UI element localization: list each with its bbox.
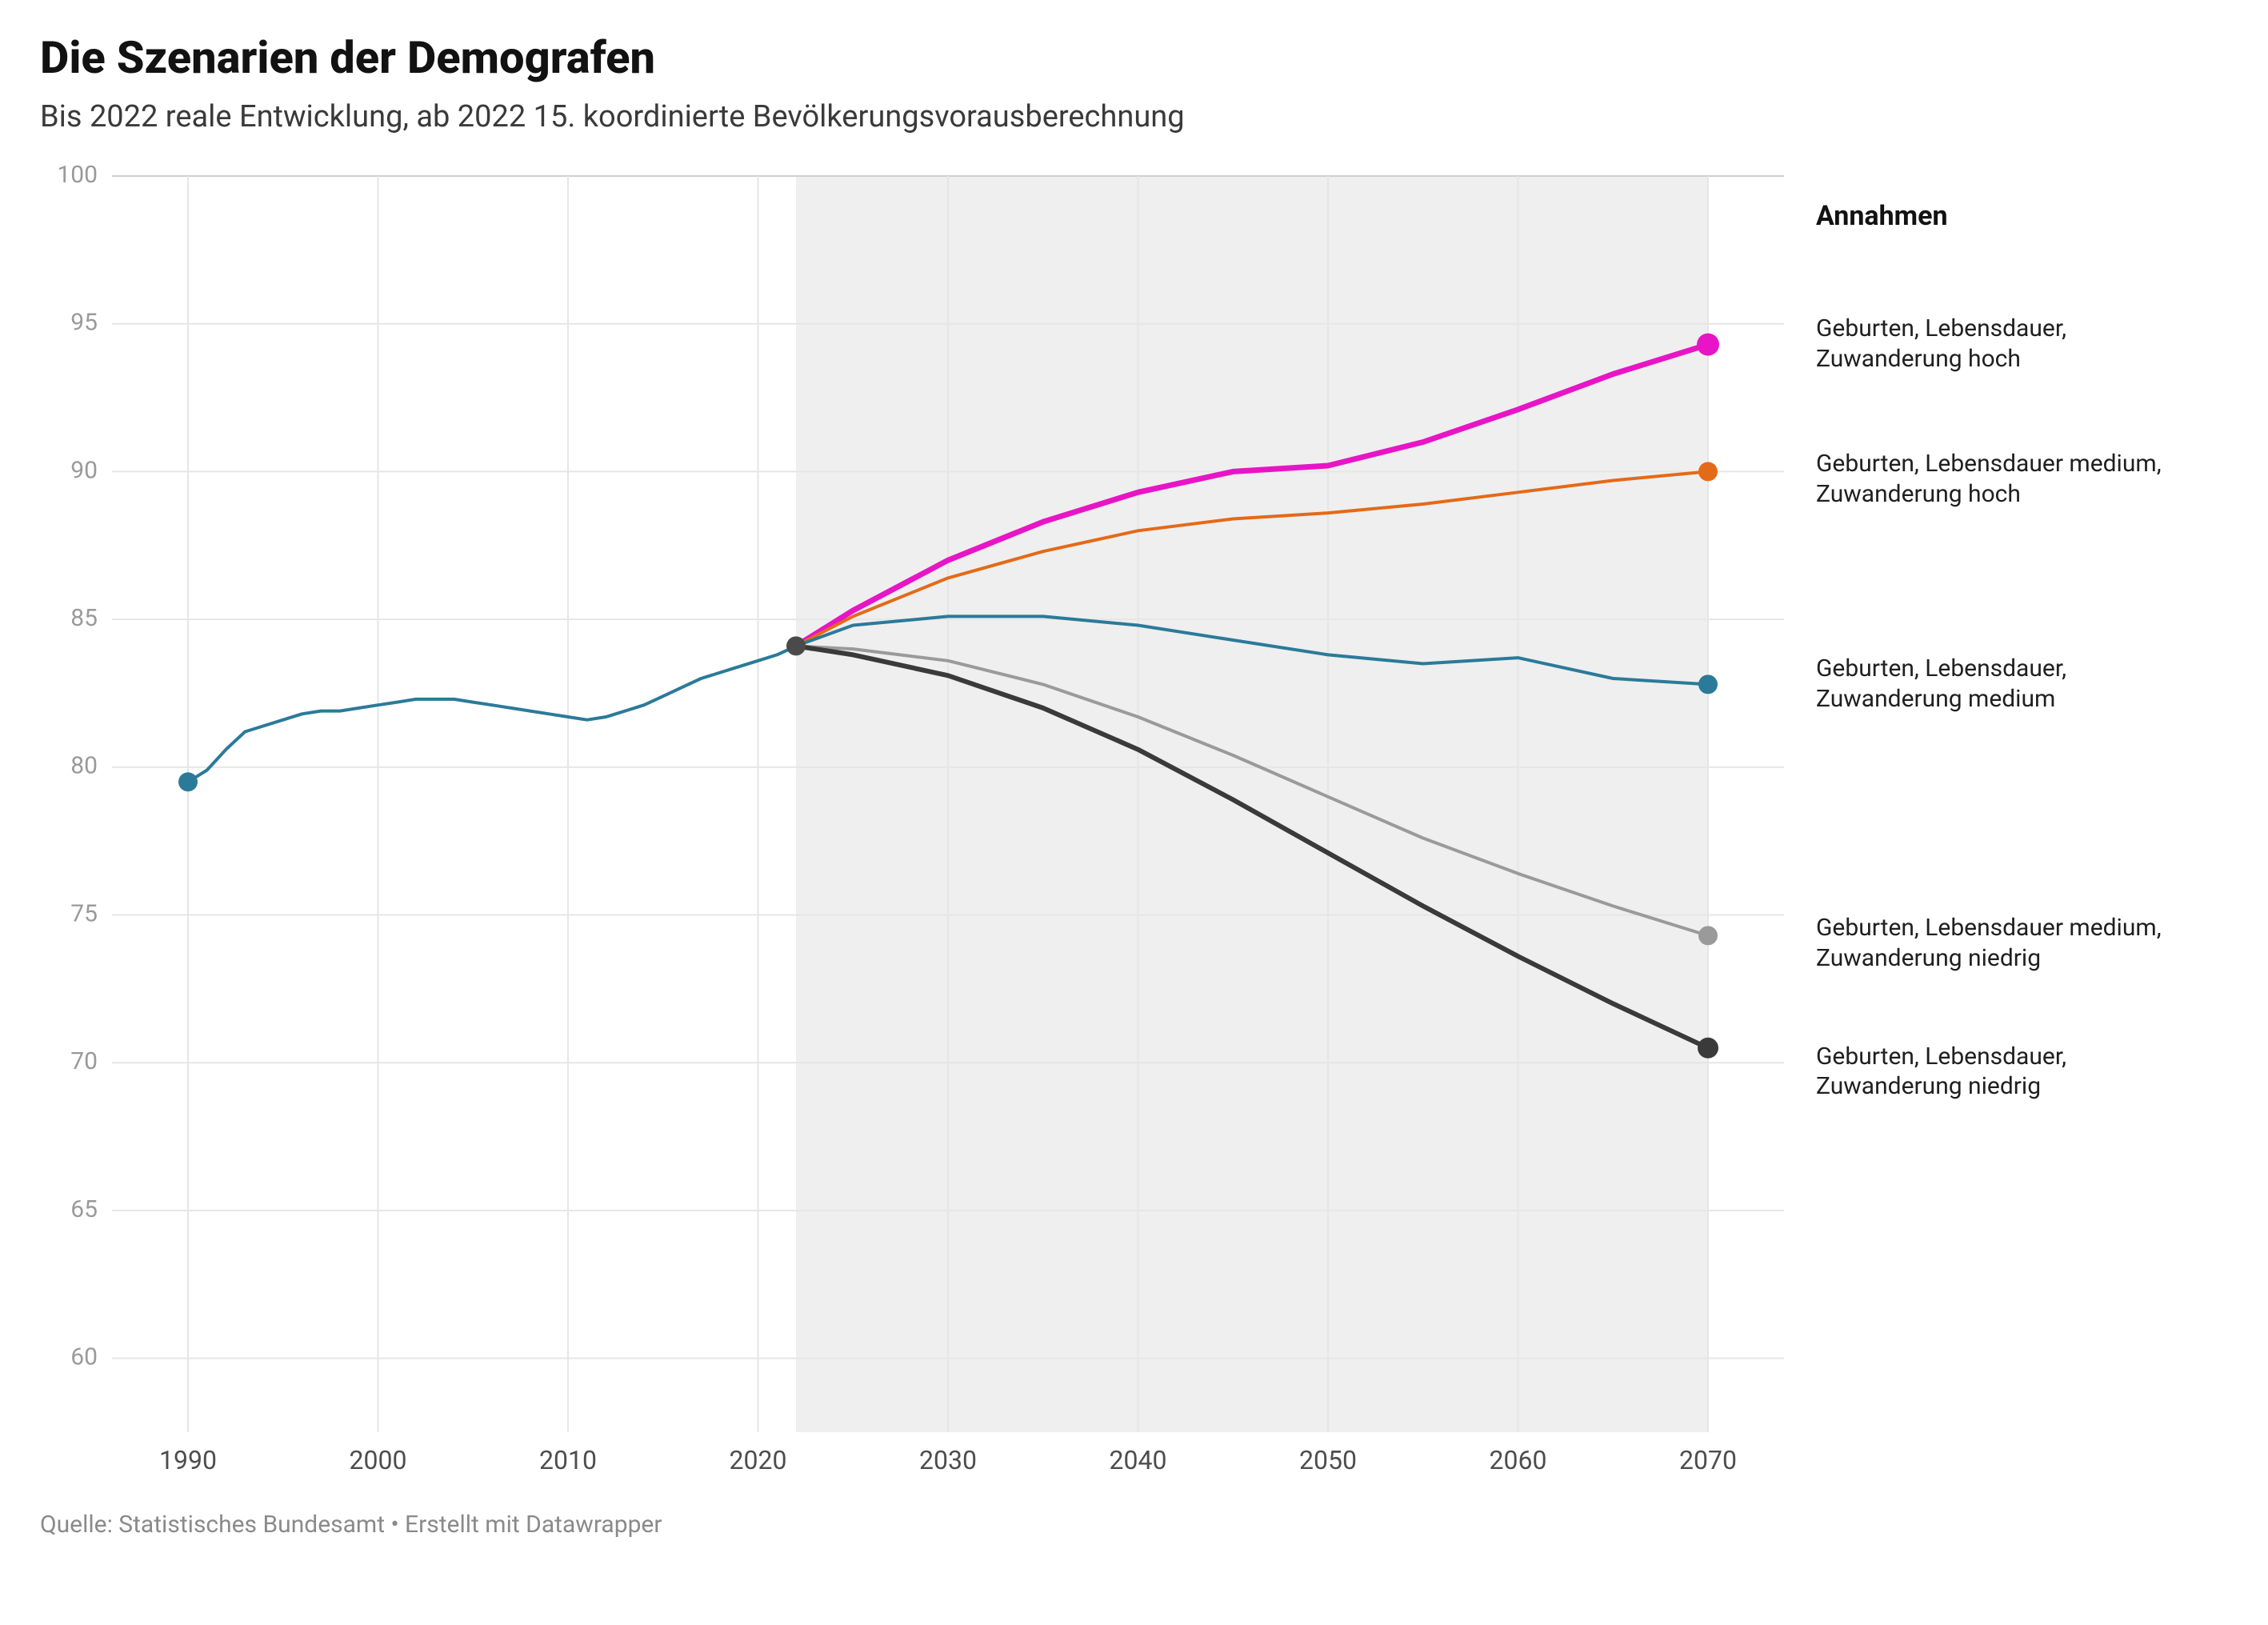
legend-title: Annahmen	[1816, 200, 1948, 232]
y-tick-label: 70	[70, 1047, 98, 1075]
end-marker-med_bl_low_mig	[1698, 926, 1718, 945]
end-marker-med_bl_high_mig	[1698, 462, 1718, 481]
y-tick-label: 90	[70, 456, 98, 484]
x-tick-label: 2040	[1110, 1445, 1167, 1475]
end-marker-medium_all	[1698, 674, 1718, 694]
y-tick-label: 65	[70, 1195, 98, 1223]
chart-svg: 60 65 70 75 80 85 90 95 100 1990 2000 2010 2020 2030 2…	[40, 160, 1800, 1488]
end-marker-low_all	[1698, 1038, 1718, 1059]
legend-item-med_bl_low_mig: Geburten, Lebensdauer medium, Zuwanderun…	[1816, 913, 2200, 973]
split-marker	[786, 636, 806, 655]
legend-item-med_bl_high_mig: Geburten, Lebensdauer medium, Zuwanderun…	[1816, 449, 2200, 509]
chart-container: Die Szenarien der Demografen Bis 2022 re…	[0, 0, 2268, 1625]
legend-item-medium_all: Geburten, Lebensdauer, Zuwanderung mediu…	[1816, 654, 2200, 714]
x-tick-label: 1990	[159, 1445, 217, 1475]
plot-area: 60 65 70 75 80 85 90 95 100 1990 2000 2010 2020 2030 2…	[40, 160, 1800, 1488]
legend-item-high_all: Geburten, Lebensdauer, Zuwanderung hoch	[1816, 314, 2200, 374]
y-tick-label: 95	[70, 308, 98, 336]
y-tick-label: 75	[70, 899, 98, 927]
legend-item-low_all: Geburten, Lebensdauer, Zuwanderung niedr…	[1816, 1042, 2200, 1102]
end-marker-high_all	[1697, 333, 1719, 355]
x-tick-label: 2020	[730, 1445, 787, 1475]
y-tick-label: 100	[57, 161, 98, 189]
chart-row: 60 65 70 75 80 85 90 95 100 1990 2000 2010 2020 2030 2…	[40, 160, 2228, 1488]
projection-band	[796, 176, 1708, 1432]
y-tick-label: 60	[70, 1343, 98, 1371]
source-line: Quelle: Statistisches Bundesamt • Erstel…	[40, 1511, 2228, 1539]
x-tick-label: 2070	[1679, 1445, 1737, 1475]
start-marker	[178, 772, 198, 791]
x-tick-label: 2060	[1490, 1445, 1547, 1475]
x-tick-label: 2050	[1299, 1445, 1357, 1475]
x-tick-label: 2030	[919, 1445, 977, 1475]
legend: Annahmen Geburten, Lebensdauer, Zuwanderu…	[1800, 160, 2228, 1488]
chart-title: Die Szenarien der Demografen	[40, 32, 2228, 83]
y-tick-label: 85	[70, 604, 98, 632]
x-tick-label: 2010	[539, 1445, 597, 1475]
y-tick-label: 80	[70, 752, 98, 780]
chart-subtitle: Bis 2022 reale Entwicklung, ab 2022 15. …	[40, 98, 2228, 137]
x-tick-label: 2000	[350, 1445, 407, 1475]
